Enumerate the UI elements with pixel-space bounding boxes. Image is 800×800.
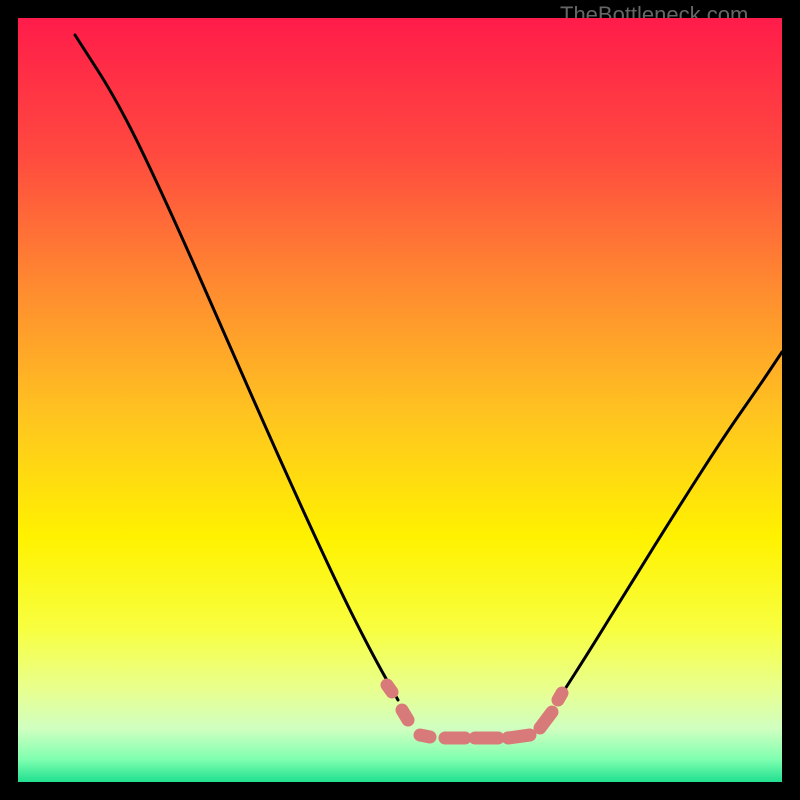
valley-marker-2: [420, 735, 430, 737]
valley-marker-7: [558, 693, 562, 700]
valley-marker-1: [402, 710, 408, 720]
valley-marker-5: [508, 735, 530, 738]
valley-marker-0: [387, 685, 392, 692]
bottleneck-chart: [0, 0, 800, 800]
